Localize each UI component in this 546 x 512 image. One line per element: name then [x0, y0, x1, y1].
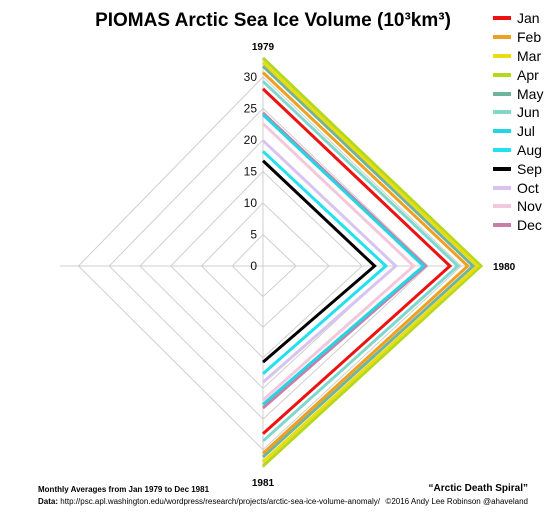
legend-item-jul: Jul	[493, 122, 545, 141]
footer-data-source: Data: http://psc.apl.washington.edu/word…	[38, 497, 380, 506]
legend-swatch	[493, 223, 511, 228]
legend-item-aug: Aug	[493, 141, 545, 160]
radial-tick-label: 0	[250, 259, 257, 273]
chart-title: PIOMAS Arctic Sea Ice Volume (10³km³)	[95, 10, 451, 31]
footer-data-label: Data:	[38, 497, 59, 506]
grid-ring	[170, 170, 363, 359]
legend-swatch	[493, 110, 511, 115]
series-line-may	[261, 65, 476, 459]
legend-label: Apr	[517, 66, 539, 83]
radar-labels: 0 5 10 15 20 25 30 1979 1980 1981	[244, 42, 516, 489]
legend-swatch	[493, 204, 511, 209]
series-line-sep	[261, 159, 377, 364]
series-line-nov	[261, 122, 416, 402]
series-line-feb	[261, 71, 470, 455]
legend-swatch	[493, 53, 511, 58]
spoke-label-1980: 1980	[493, 262, 516, 273]
legend-item-mar: Mar	[493, 47, 545, 66]
legend-swatch	[493, 91, 511, 96]
legend-label: Dec	[517, 217, 542, 234]
series-line-aug	[261, 150, 389, 375]
legend-item-may: May	[493, 84, 545, 103]
legend-label: Feb	[517, 29, 542, 46]
legend-label: Jul	[517, 123, 535, 140]
spoke-label-1979: 1979	[252, 42, 275, 53]
legend-swatch	[493, 129, 511, 134]
series-line-jul	[261, 113, 426, 406]
legend-label: Sep	[517, 160, 542, 177]
legend-swatch	[493, 16, 511, 21]
legend-swatch	[493, 35, 511, 40]
legend-label: Oct	[517, 179, 539, 196]
series-line-mar	[261, 61, 480, 463]
legend-item-apr: Apr	[493, 65, 545, 84]
legend-item-oct: Oct	[493, 178, 545, 197]
radial-tick-label: 20	[244, 133, 258, 147]
legend-swatch	[493, 147, 511, 152]
series-line-jun	[261, 80, 461, 443]
legend-item-sep: Sep	[493, 159, 545, 178]
footer-period: Monthly Averages from Jan 1979 to Dec 19…	[38, 485, 210, 494]
legend-label: Jan	[517, 10, 540, 27]
legend-item-dec: Dec	[493, 216, 545, 235]
footer-data-url: http://psc.apl.washington.edu/wordpress/…	[60, 497, 380, 506]
footer-slogan: “Arctic Death Spiral”	[428, 483, 528, 494]
legend-swatch	[493, 166, 511, 171]
radial-tick-label: 30	[244, 70, 258, 84]
legend-item-feb: Feb	[493, 28, 545, 47]
legend-item-jan: Jan	[493, 9, 545, 28]
legend-label: Aug	[517, 141, 542, 158]
legend-label: Mar	[517, 47, 542, 64]
radial-tick-label: 10	[244, 196, 258, 210]
radar-series	[261, 56, 484, 468]
spoke-label-1981: 1981	[252, 478, 275, 489]
legend-swatch	[493, 185, 511, 190]
radial-tick-label: 5	[250, 227, 257, 241]
legend-label: Jun	[517, 104, 540, 121]
radial-tick-label: 25	[244, 101, 258, 115]
legend-swatch	[493, 72, 511, 77]
series-line-apr	[261, 56, 484, 468]
radar-grid	[60, 58, 481, 468]
legend-item-nov: Nov	[493, 197, 545, 216]
legend: Jan Feb Mar Apr May Jun Jul Aug Sep Oct Nov Dec	[493, 9, 545, 235]
legend-label: May	[517, 85, 544, 102]
grid-ring	[200, 202, 330, 328]
series-line-jan	[261, 87, 453, 435]
series-line-oct	[261, 139, 399, 384]
radial-tick-label: 15	[244, 164, 258, 178]
legend-item-jun: Jun	[493, 103, 545, 122]
footer-copyright: ©2016 Andy Lee Robinson @ahaveland	[385, 497, 528, 506]
legend-label: Nov	[517, 198, 542, 215]
